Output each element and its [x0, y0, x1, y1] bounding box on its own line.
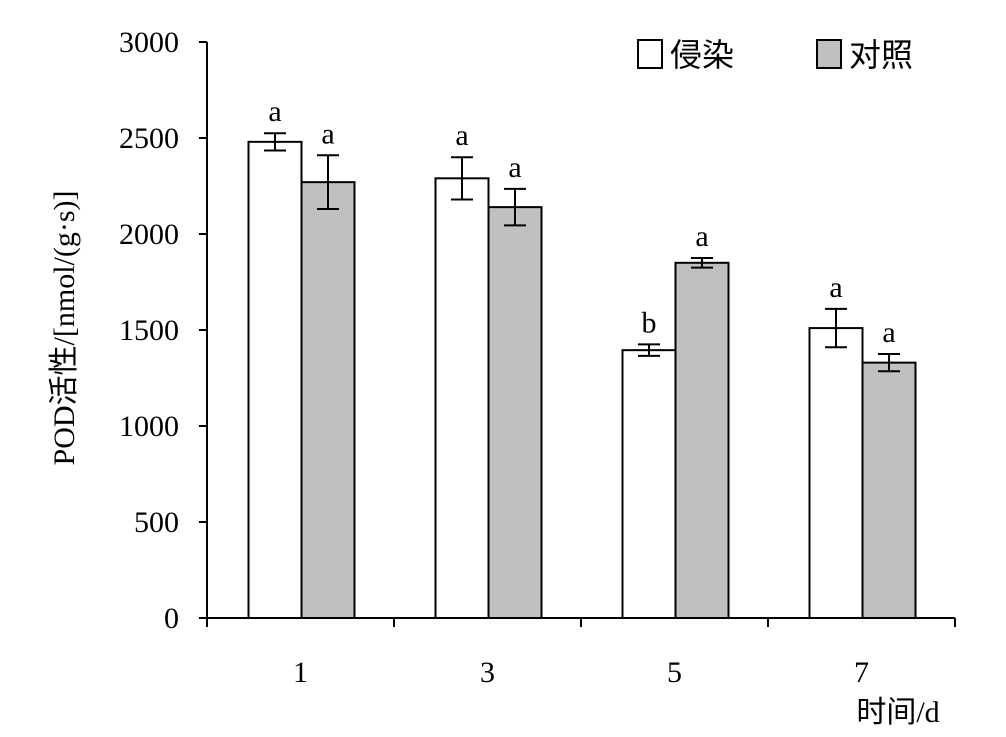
- significance-label: a: [508, 151, 521, 184]
- plot-area: 0 500 1000 1500 2000 2500 3000 a a 1 a a 3 b a 5 a a 7: [119, 26, 956, 689]
- significance-label: a: [268, 95, 281, 128]
- y-tick-label: 500: [134, 506, 179, 539]
- bar: [247, 140, 303, 619]
- y-tick-label: 1000: [119, 410, 179, 443]
- significance-label: a: [695, 220, 708, 253]
- bar: [674, 261, 730, 619]
- x-tick-label: 5: [667, 656, 682, 689]
- bar: [300, 181, 356, 619]
- legend-swatch: [637, 39, 663, 69]
- legend-label: 侵染: [670, 37, 734, 73]
- x-axis-label: 时间/d: [856, 696, 939, 729]
- significance-label: a: [321, 117, 334, 150]
- y-tick-label: 2000: [119, 218, 179, 251]
- y-tick-label: 2500: [119, 122, 179, 155]
- significance-label: a: [829, 271, 842, 304]
- y-tick-label: 0: [164, 602, 179, 635]
- bar: [487, 206, 543, 619]
- x-tick-label: 1: [293, 656, 308, 689]
- legend-label: 对照: [849, 37, 913, 73]
- legend: 侵染 对照: [637, 37, 913, 73]
- y-axis-label: POD活性/[nmol/(g·s)]: [48, 191, 81, 466]
- x-tick-label: 7: [854, 656, 869, 689]
- bar: [621, 349, 677, 619]
- bar: [434, 177, 490, 619]
- y-tick-label: 3000: [119, 26, 179, 59]
- significance-label: b: [642, 306, 657, 339]
- significance-label: a: [455, 119, 468, 152]
- bar: [808, 327, 864, 619]
- significance-label: a: [882, 316, 895, 349]
- x-tick-label: 3: [480, 656, 495, 689]
- legend-swatch: [816, 39, 842, 69]
- bar: [861, 361, 917, 620]
- y-tick-label: 1500: [119, 314, 179, 347]
